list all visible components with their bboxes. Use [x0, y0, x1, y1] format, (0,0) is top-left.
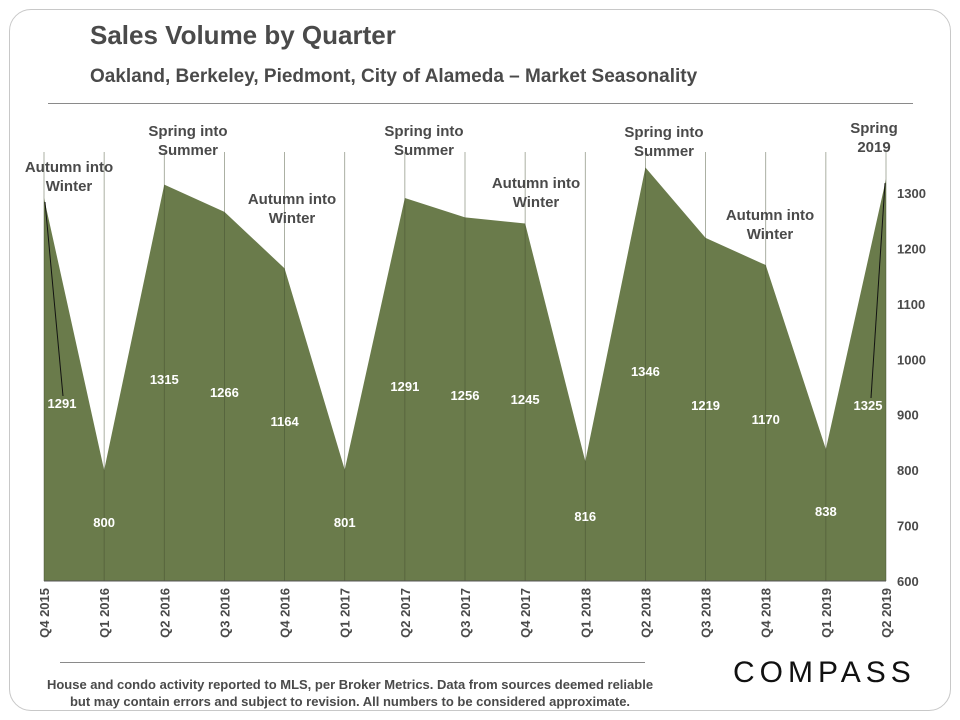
annotation-label: Spring into	[148, 123, 227, 140]
x-tick-label: Q3 2017	[458, 588, 473, 638]
y-tick-label: 900	[897, 408, 919, 423]
footer-note: House and condo activity reported to MLS…	[30, 676, 670, 710]
data-label: 1245	[511, 392, 540, 407]
x-tick-label: Q3 2018	[699, 588, 714, 638]
leader-line	[44, 201, 64, 397]
annotation-label: Winter	[46, 178, 93, 195]
y-tick-label: 1300	[897, 186, 926, 201]
x-tick-label: Q1 2018	[578, 588, 593, 638]
grid-layer	[43, 152, 887, 582]
annotation-label: Summer	[634, 143, 694, 160]
y-tick-label: 1200	[897, 241, 926, 256]
annotation-label: Summer	[394, 142, 454, 159]
x-tick-label: Q2 2016	[157, 588, 172, 638]
x-tick-label: Q2 2017	[398, 588, 413, 638]
x-tick-label: Q1 2016	[97, 588, 112, 638]
annotation-label: Spring into	[624, 124, 703, 141]
annotation-label: Autumn into	[492, 175, 580, 192]
y-tick-label: 800	[897, 463, 919, 478]
footer-line-1: House and condo activity reported to MLS…	[46, 677, 654, 692]
annotation-label: Winter	[269, 210, 316, 227]
data-label: 1170	[752, 412, 780, 427]
annotation-label: 2019	[857, 139, 890, 156]
data-label: 1291	[390, 379, 419, 394]
data-label: 1164	[270, 414, 299, 429]
chart-subtitle: Oakland, Berkeley, Piedmont, City of Ala…	[90, 66, 698, 87]
y-tick-label: 1000	[897, 352, 926, 367]
x-tick-label: Q1 2019	[819, 588, 834, 638]
y-tick-label: 600	[897, 574, 919, 589]
x-tick-label: Q4 2015	[37, 588, 52, 638]
annotation-label: Autumn into	[25, 159, 113, 176]
data-label: 816	[574, 509, 596, 524]
annotation-label: Autumn into	[248, 191, 336, 208]
annotation-label: Winter	[747, 226, 794, 243]
data-label: 801	[334, 515, 356, 530]
x-tick-label: Q4 2018	[759, 588, 774, 638]
annotation-label: Spring into	[384, 123, 463, 140]
data-label: 1266	[210, 385, 239, 400]
data-label: 1219	[691, 398, 720, 413]
data-label: 1256	[451, 388, 480, 403]
data-label: 800	[93, 515, 115, 530]
chart-title: Sales Volume by Quarter	[90, 20, 396, 50]
x-tick-label: Q4 2017	[518, 588, 533, 638]
data-label: 1325	[854, 398, 883, 413]
leader-line	[870, 183, 886, 399]
data-label: 838	[815, 504, 837, 519]
annotation-label: Summer	[158, 142, 218, 159]
annotation-label: Spring	[850, 120, 898, 137]
data-label: 1315	[150, 372, 179, 387]
x-tick-label: Q2 2018	[638, 588, 653, 638]
footer-divider	[60, 662, 645, 663]
y-tick-label: 1100	[897, 297, 925, 312]
data-labels: 1291 800 1315 1266 1164 801 1291 1256 1245 816 134…	[44, 183, 886, 530]
data-label: 1346	[631, 364, 660, 379]
header-divider	[48, 103, 913, 104]
data-label: 1291	[48, 396, 77, 411]
annotation-label: Winter	[513, 194, 560, 211]
y-tick-label: 700	[897, 519, 919, 534]
x-tick-label: Q1 2017	[338, 588, 353, 638]
x-axis-ticks: Q4 2015 Q1 2016 Q2 2016 Q3 2016 Q4 2016 Q1 20…	[37, 588, 894, 638]
x-tick-label: Q2 2019	[879, 588, 894, 638]
footer-line-2: but may contain errors and subject to re…	[69, 694, 631, 709]
y-axis-ticks: 600 700 800 900 1000 1100 1200 1300	[897, 186, 926, 589]
compass-logo: COMPASS	[733, 656, 916, 689]
x-tick-label: Q4 2016	[278, 588, 293, 638]
x-tick-label: Q3 2016	[217, 588, 232, 638]
annotation-label: Autumn into	[726, 207, 814, 224]
annotations: Autumn into Winter Spring into Summer Autumn…	[25, 120, 898, 243]
